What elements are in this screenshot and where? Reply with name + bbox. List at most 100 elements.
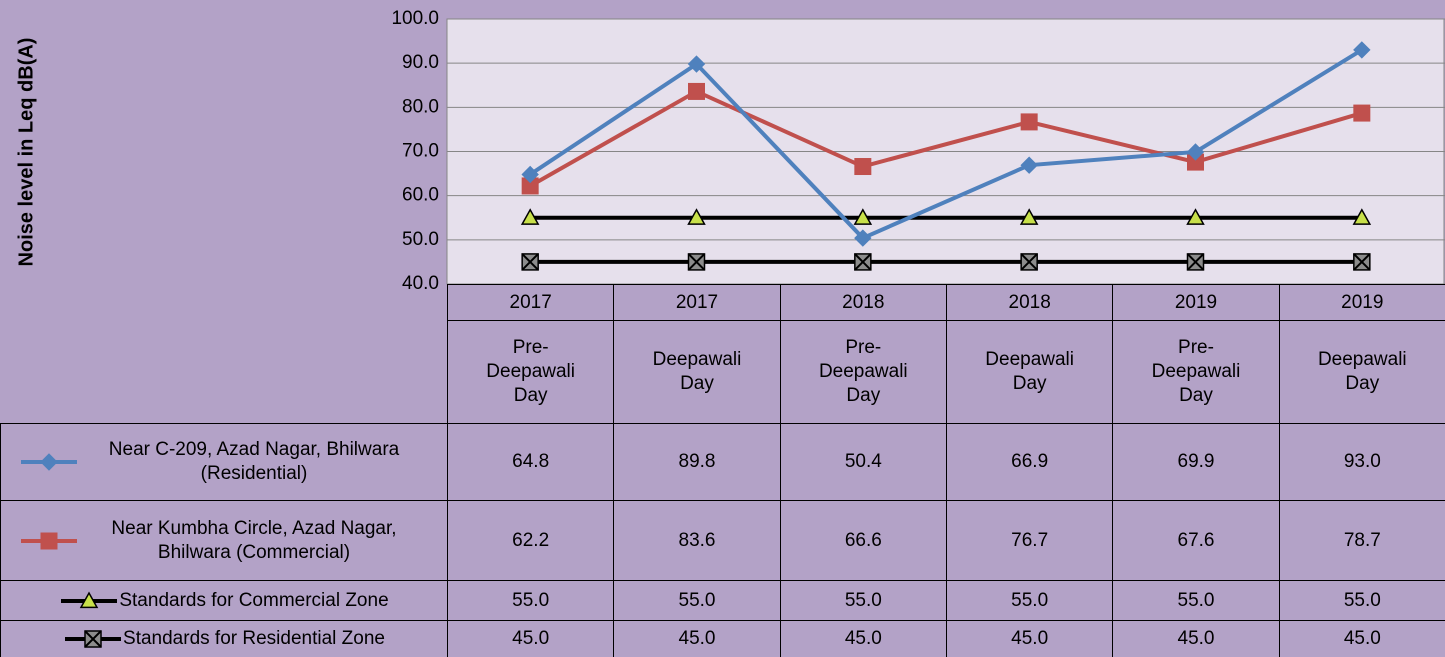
x-tick-label: Deepawali Day — [652, 349, 742, 394]
table-value: 78.7 — [1278, 500, 1445, 581]
y-tick-label: 90.0 — [402, 52, 439, 73]
marker-shape — [521, 253, 539, 271]
marker — [687, 253, 706, 271]
table-value: 45.0 — [779, 620, 947, 657]
marker-shape — [84, 630, 102, 648]
legend-cell: Near Kumbha Circle, Azad Nagar, Bhilwara… — [0, 500, 448, 581]
table-value: 66.6 — [779, 500, 947, 581]
y-axis-title: Noise level in Leq dB(A) — [15, 37, 38, 267]
y-tick-label: 60.0 — [402, 185, 439, 206]
marker — [521, 165, 539, 184]
table-value: 55.0 — [447, 580, 615, 621]
table-value: 55.0 — [1112, 580, 1280, 621]
table-value: 89.8 — [613, 423, 781, 501]
x-tick-label: Pre-Deepawali Day — [818, 337, 908, 406]
marker — [1353, 253, 1371, 271]
year-label: 2019 — [1278, 284, 1445, 321]
table-value: 45.0 — [613, 620, 781, 657]
marker — [84, 630, 102, 648]
marker — [1020, 156, 1038, 174]
marker-shape — [80, 590, 99, 608]
table-value: 55.0 — [779, 580, 947, 621]
legend-marker — [21, 532, 77, 549]
legend-marker — [21, 453, 77, 471]
marker-shape — [854, 253, 872, 271]
marker-shape — [1186, 208, 1205, 225]
marker-shape — [1353, 41, 1371, 59]
marker-shape — [1186, 143, 1205, 161]
legend-marker — [61, 590, 118, 608]
marker-shape — [520, 208, 540, 225]
marker — [854, 229, 872, 247]
marker-shape — [40, 453, 58, 471]
category-cell: Deepawali Day — [613, 320, 781, 424]
marker — [854, 158, 872, 176]
legend-cell: Standards for Commercial Zone — [0, 580, 448, 621]
marker — [521, 253, 539, 271]
table-value: 50.4 — [779, 423, 947, 501]
marker-shape — [688, 82, 705, 100]
marker-shape — [687, 253, 706, 271]
marker-shape — [1020, 156, 1038, 174]
year-label: 2019 — [1112, 284, 1280, 321]
marker — [1186, 208, 1205, 225]
legend-label: Standards for Commercial Zone — [119, 589, 389, 611]
marker-shape — [1186, 253, 1205, 271]
year-label: 2018 — [946, 284, 1114, 321]
y-tick-label: 100.0 — [391, 8, 439, 29]
marker-shape — [1020, 113, 1038, 131]
marker-shape — [1352, 208, 1372, 225]
marker — [1020, 113, 1038, 131]
legend-cell: Near C-209, Azad Nagar, Bhilwara (Reside… — [0, 423, 448, 501]
table-value: 66.9 — [946, 423, 1114, 501]
table-value: 67.6 — [1112, 500, 1280, 581]
marker-shape — [853, 208, 873, 225]
marker — [40, 453, 58, 471]
marker-shape — [854, 229, 872, 247]
table-value: 55.0 — [1278, 580, 1445, 621]
marker-shape — [1353, 104, 1371, 122]
category-cell: Pre-Deepawali Day — [779, 320, 947, 424]
table-value: 45.0 — [1112, 620, 1280, 657]
series-line — [529, 48, 1363, 241]
x-tick-label: Deepawali Day — [985, 349, 1075, 394]
marker — [688, 82, 705, 100]
marker-shape — [521, 165, 539, 184]
table-value: 55.0 — [946, 580, 1114, 621]
year-label: 2017 — [613, 284, 781, 321]
year-label: 2017 — [447, 284, 615, 321]
series-line — [529, 89, 1363, 188]
marker-shape — [854, 158, 872, 176]
marker — [1020, 253, 1038, 271]
legend-label: Standards for Residential Zone — [123, 628, 385, 649]
table-value: 45.0 — [447, 620, 615, 657]
marker-shape — [1020, 253, 1038, 271]
marker — [853, 208, 873, 225]
marker — [1186, 253, 1205, 271]
category-cell: Pre-Deepawali Day — [1112, 320, 1280, 424]
legend-label: Near Kumbha Circle, Azad Nagar, Bhilwara… — [111, 517, 397, 563]
marker — [1019, 208, 1039, 225]
marker — [520, 208, 540, 225]
y-tick-label: 70.0 — [402, 141, 439, 162]
x-tick-label: Deepawali Day — [1317, 349, 1407, 394]
x-tick-label: Pre-Deepawali Day — [1151, 337, 1241, 406]
marker — [687, 208, 706, 225]
legend-label: Near C-209, Azad Nagar, Bhilwara (Reside… — [108, 439, 400, 484]
marker — [1352, 208, 1372, 225]
marker-shape — [1019, 208, 1039, 225]
y-tick-label: 50.0 — [402, 229, 439, 250]
y-tick-label: 80.0 — [402, 96, 439, 117]
legend-cell: Standards for Residential Zone — [0, 620, 448, 657]
year-label: 2018 — [779, 284, 947, 321]
table-value: 93.0 — [1278, 423, 1445, 501]
category-cell: Deepawali Day — [1278, 320, 1445, 424]
marker — [40, 532, 58, 549]
marker — [687, 55, 706, 73]
table-value: 55.0 — [613, 580, 781, 621]
marker — [1353, 104, 1371, 122]
table-value: 76.7 — [946, 500, 1114, 581]
marker-shape — [687, 208, 706, 225]
